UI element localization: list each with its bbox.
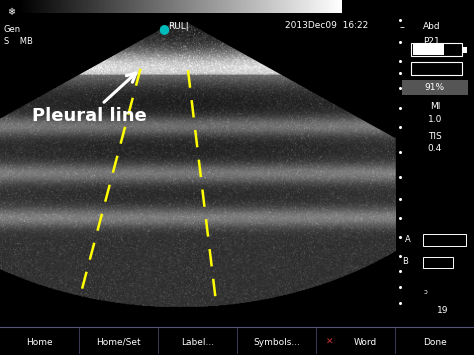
Text: 19: 19	[437, 306, 448, 315]
Text: Word: Word	[353, 338, 377, 347]
Text: ↄ: ↄ	[423, 289, 427, 295]
Text: 2013Dec09  16:22: 2013Dec09 16:22	[285, 21, 368, 30]
Text: ✕: ✕	[326, 338, 333, 347]
Bar	[413, 44, 444, 55]
Text: A: A	[405, 235, 411, 245]
Text: Pleural line: Pleural line	[32, 73, 146, 125]
Text: P21: P21	[423, 37, 440, 47]
Text: MI: MI	[430, 102, 440, 111]
Text: Symbols...: Symbols...	[253, 338, 300, 347]
Bar	[402, 80, 468, 95]
Text: Gen: Gen	[4, 25, 21, 34]
Polygon shape	[180, 11, 474, 325]
Text: TIS: TIS	[428, 132, 442, 141]
Polygon shape	[0, 11, 396, 18]
Text: 0.4: 0.4	[428, 144, 442, 153]
Text: RUL|: RUL|	[168, 22, 189, 31]
Text: B: B	[402, 257, 408, 267]
Text: Abd: Abd	[423, 22, 441, 31]
Bar	[463, 47, 467, 53]
Text: S    MB: S MB	[4, 37, 33, 47]
Text: 1.0: 1.0	[428, 115, 442, 124]
Text: Label...: Label...	[181, 338, 214, 347]
Polygon shape	[0, 11, 180, 325]
Text: ❄: ❄	[7, 7, 15, 17]
Text: –: –	[400, 22, 405, 32]
Text: ●: ●	[158, 22, 169, 35]
Text: 91%: 91%	[425, 83, 445, 92]
Text: Home/Set: Home/Set	[96, 338, 141, 347]
Polygon shape	[0, 184, 474, 325]
Text: Home: Home	[26, 338, 53, 347]
Text: Done: Done	[423, 338, 447, 347]
